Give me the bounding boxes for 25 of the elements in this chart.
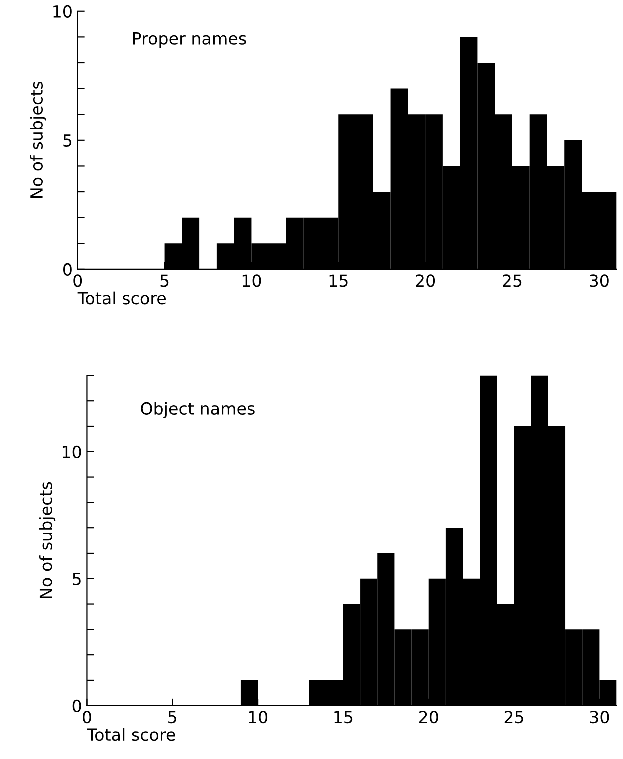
y-axis-title: No of subjects bbox=[39, 482, 56, 598]
x-tick-label: 15 bbox=[330, 274, 348, 288]
x-tick-label: 30 bbox=[590, 711, 610, 724]
x-tick-label: 20 bbox=[416, 274, 436, 288]
x-axis-title: Total score bbox=[87, 728, 176, 742]
x-tick-label: 10 bbox=[249, 711, 268, 724]
x-tick-label: 15 bbox=[334, 711, 353, 724]
x-tick-label: 0 bbox=[83, 711, 92, 724]
y-axis-title: No of subjects bbox=[30, 82, 46, 198]
y-tick-label: 10 bbox=[62, 446, 82, 458]
annotation: Proper names bbox=[133, 32, 246, 48]
x-tick-label: 10 bbox=[242, 274, 262, 288]
x-tick-label: 30 bbox=[590, 274, 609, 288]
y-tick-label: 5 bbox=[64, 134, 72, 147]
x-tick-label: 25 bbox=[504, 711, 524, 724]
annotation: Object names bbox=[141, 402, 255, 418]
x-axis-title: Total score bbox=[78, 292, 166, 305]
x-tick-label: 20 bbox=[419, 711, 438, 724]
x-tick-label: 25 bbox=[503, 274, 522, 288]
x-tick-label: 5 bbox=[160, 274, 169, 288]
y-tick-label: 5 bbox=[73, 573, 81, 586]
y-tick-label: 0 bbox=[72, 700, 82, 712]
x-tick-label: 5 bbox=[168, 711, 176, 724]
y-tick-label: 0 bbox=[64, 263, 72, 276]
y-tick-label: 10 bbox=[54, 5, 72, 18]
